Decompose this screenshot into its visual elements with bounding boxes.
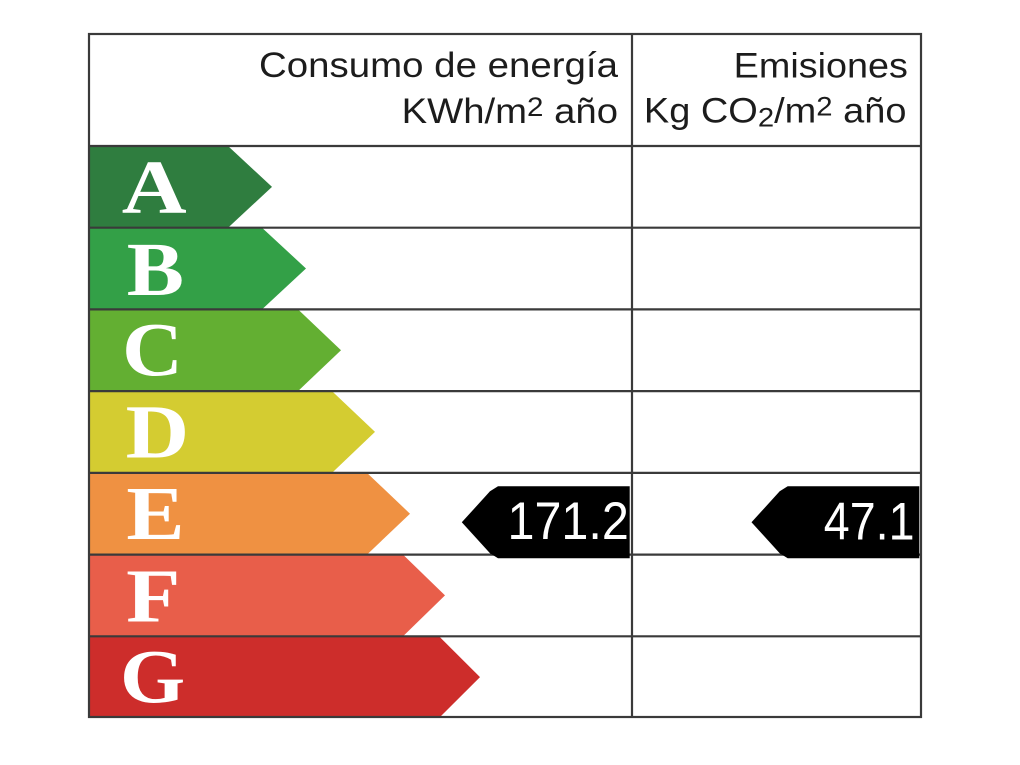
svg-text:C: C (122, 309, 183, 393)
svg-text:Emisiones: Emisiones (734, 47, 908, 86)
svg-text:171.2: 171.2 (508, 492, 629, 551)
svg-text:G: G (120, 635, 185, 719)
svg-text:KWh/m2 año: KWh/m 2 año (402, 92, 618, 131)
svg-text:B: B (127, 228, 184, 312)
svg-text:47.1: 47.1 (824, 493, 915, 552)
svg-text:Consumo de energía: Consumo de energía (259, 46, 619, 85)
svg-text:F: F (126, 555, 180, 639)
svg-text:D: D (126, 391, 190, 475)
svg-text:A: A (122, 146, 187, 230)
svg-text:E: E (126, 472, 184, 556)
svg-text:Kg CO2/m2 año: Kg CO 2/m 2 año (644, 91, 907, 132)
